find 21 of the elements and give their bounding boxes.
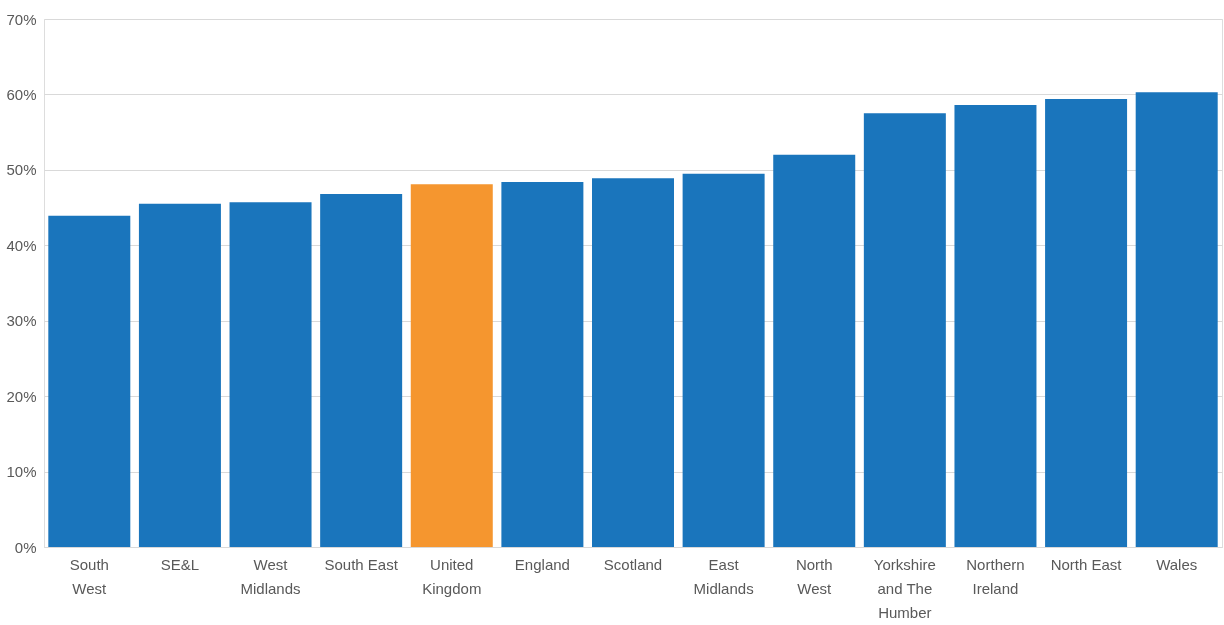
x-tick-label: United Kingdom: [422, 555, 482, 597]
y-tick-label: 30%: [6, 312, 37, 330]
x-tick-label: Northern Ireland: [966, 555, 1025, 597]
y-tick-label: 60%: [6, 85, 37, 103]
x-tick-label: SE&L: [160, 555, 200, 573]
x-tick-label: West Midlands: [240, 555, 301, 597]
x-tick-label: Wales: [1156, 555, 1198, 573]
x-tick-label: North East: [1050, 555, 1123, 573]
y-tick-label: 40%: [6, 236, 37, 254]
y-tick-label: 20%: [6, 387, 37, 405]
y-tick-label: 10%: [6, 463, 37, 481]
y-tick-label: 70%: [6, 10, 37, 28]
x-tick-label: East Midlands: [693, 555, 754, 597]
x-tick-label: South East: [324, 555, 399, 573]
y-tick-label: 0%: [14, 538, 37, 556]
y-tick-label: 50%: [6, 161, 37, 179]
x-tick-label: North West: [795, 555, 833, 597]
x-tick-label: Yorkshire and The Humber: [873, 555, 936, 621]
x-tick-label: England: [514, 555, 570, 573]
x-tick-label: Scotland: [603, 555, 663, 573]
x-tick-label: South West: [69, 555, 109, 597]
